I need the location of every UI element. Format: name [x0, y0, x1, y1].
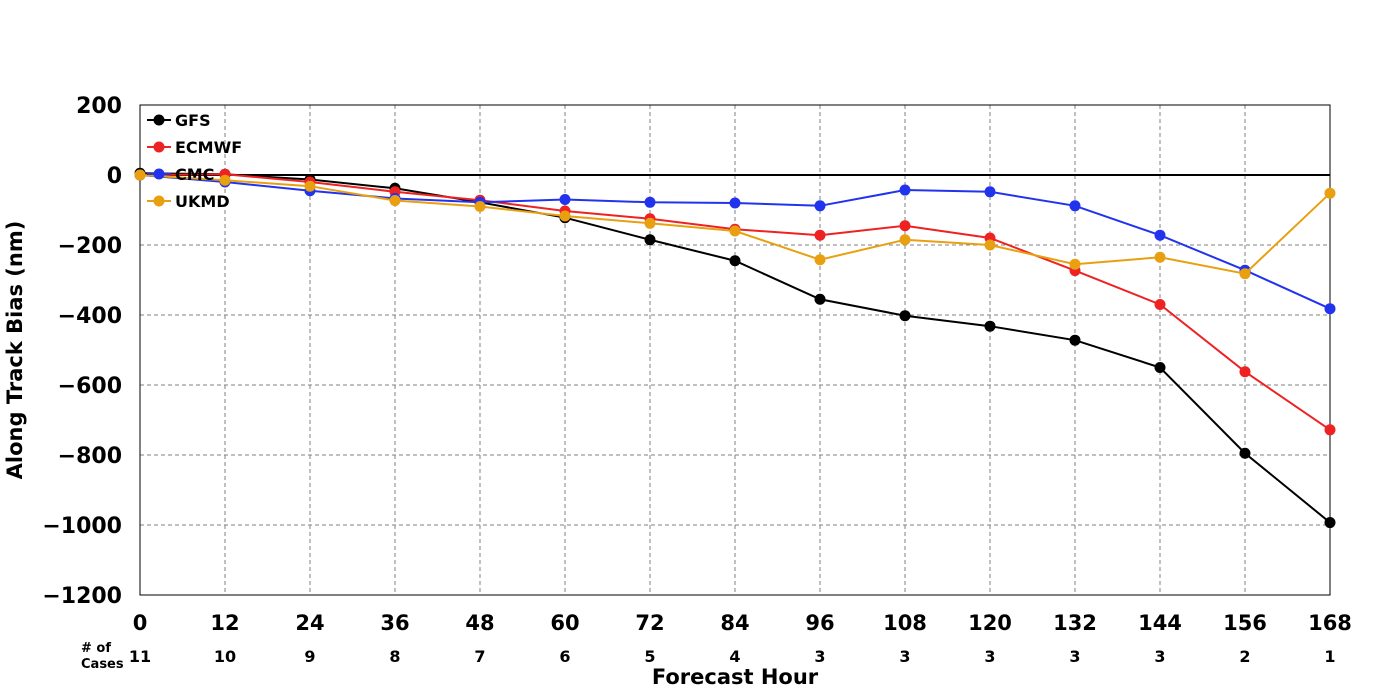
- x-tick-label: 156: [1223, 611, 1267, 635]
- legend-label: UKMD: [175, 192, 230, 211]
- legend-marker: [153, 168, 165, 180]
- x-tick-labels: 0 12 24 36 48 60 72 84 96 108 120 132 144 156 168: [133, 611, 1352, 635]
- data-point: [304, 180, 316, 192]
- x-tick-label: 60: [550, 611, 579, 635]
- data-point: [1069, 334, 1081, 346]
- legend-marker: [153, 141, 165, 153]
- num-cases-label: 10: [214, 647, 236, 666]
- data-point: [984, 239, 996, 251]
- x-tick-label: 108: [883, 611, 927, 635]
- data-point: [1069, 200, 1081, 212]
- series-layer: [134, 167, 1336, 529]
- num-cases-label: 3: [1154, 647, 1165, 666]
- num-cases-label: 9: [304, 647, 315, 666]
- data-point: [1069, 258, 1081, 270]
- x-tick-label: 132: [1053, 611, 1097, 635]
- data-point: [1154, 229, 1166, 241]
- y-tick-label: −1000: [42, 514, 122, 539]
- legend-marker: [153, 114, 165, 126]
- num-cases-label: 11: [129, 647, 151, 666]
- num-cases-label: 3: [899, 647, 910, 666]
- data-point: [899, 310, 911, 322]
- data-point: [389, 195, 401, 207]
- series-gfs: [134, 167, 1336, 529]
- data-point: [1324, 517, 1336, 529]
- num-cases-label: 1: [1324, 647, 1335, 666]
- legend-label: CMC: [175, 165, 214, 184]
- data-point: [1324, 303, 1336, 315]
- y-tick-labels: 200 0 −200 −400 −600 −800 −1000 −1200: [42, 94, 122, 609]
- num-cases-label: 5: [644, 647, 655, 666]
- data-point: [474, 201, 486, 212]
- y-tick-label: −400: [58, 304, 122, 329]
- x-tick-label: 144: [1138, 611, 1182, 635]
- data-point: [899, 220, 911, 232]
- data-point: [899, 234, 911, 246]
- num-cases-label: 2: [1239, 647, 1250, 666]
- y-tick-label: 0: [107, 164, 122, 189]
- x-axis-title: Forecast Hour: [652, 665, 819, 689]
- data-point: [644, 196, 656, 208]
- x-tick-label: 96: [805, 611, 834, 635]
- data-point: [1154, 251, 1166, 263]
- y-axis-title: Along Track Bias (nm): [3, 221, 27, 480]
- x-tick-label: 0: [133, 611, 148, 635]
- num-cases-label: 4: [729, 647, 740, 666]
- data-point: [814, 229, 826, 241]
- data-point: [814, 293, 826, 305]
- data-point: [899, 184, 911, 196]
- legend-label: ECMWF: [175, 138, 242, 157]
- series-ukmd: [134, 169, 1336, 280]
- data-point: [1324, 424, 1336, 436]
- data-point: [1239, 366, 1251, 378]
- data-point: [729, 255, 741, 267]
- data-point: [814, 200, 826, 212]
- num-cases-label: 8: [389, 647, 400, 666]
- data-point: [729, 225, 741, 237]
- y-tick-label: 200: [76, 94, 122, 119]
- data-point: [1324, 187, 1336, 199]
- data-point: [644, 234, 656, 246]
- num-cases-label: 3: [984, 647, 995, 666]
- y-tick-label: −600: [58, 374, 122, 399]
- data-point: [729, 197, 741, 209]
- y-tick-label: −800: [58, 444, 122, 469]
- data-point: [134, 169, 146, 181]
- num-cases-label: 6: [559, 647, 570, 666]
- cases-title-line2: Cases: [81, 657, 124, 672]
- x-tick-label: 12: [210, 611, 239, 635]
- x-tick-label: 168: [1308, 611, 1352, 635]
- y-tick-label: −1200: [42, 584, 122, 609]
- data-point: [984, 320, 996, 332]
- num-cases-row: 11 10 9 8 7 6 5 4 3 3 3 3 3 2 1: [129, 647, 1336, 666]
- legend-label: GFS: [175, 111, 211, 130]
- data-point: [559, 210, 571, 222]
- grid-lines: [140, 105, 1330, 595]
- legend: GFS ECMWF CMC UKMD: [147, 111, 242, 211]
- data-point: [984, 186, 996, 198]
- data-point: [219, 174, 231, 186]
- data-point: [1154, 299, 1166, 310]
- x-tick-label: 24: [295, 611, 324, 635]
- x-tick-label: 72: [635, 611, 664, 635]
- num-cases-label: 3: [814, 647, 825, 666]
- x-tick-label: 120: [968, 611, 1012, 635]
- plot-frame: [139, 104, 1331, 596]
- legend-marker: [153, 195, 165, 207]
- data-point: [644, 217, 656, 229]
- x-tick-label: 36: [380, 611, 409, 635]
- data-point: [559, 194, 571, 205]
- x-tick-label: 48: [465, 611, 494, 635]
- data-point: [814, 254, 826, 266]
- cases-title-line1: # of: [81, 641, 111, 656]
- data-point: [1239, 447, 1251, 459]
- data-point: [1239, 268, 1251, 280]
- y-tick-label: −200: [58, 234, 122, 259]
- num-cases-label: 7: [474, 647, 485, 666]
- x-tick-label: 84: [720, 611, 749, 635]
- data-point: [1154, 362, 1166, 373]
- num-cases-label: 3: [1069, 647, 1080, 666]
